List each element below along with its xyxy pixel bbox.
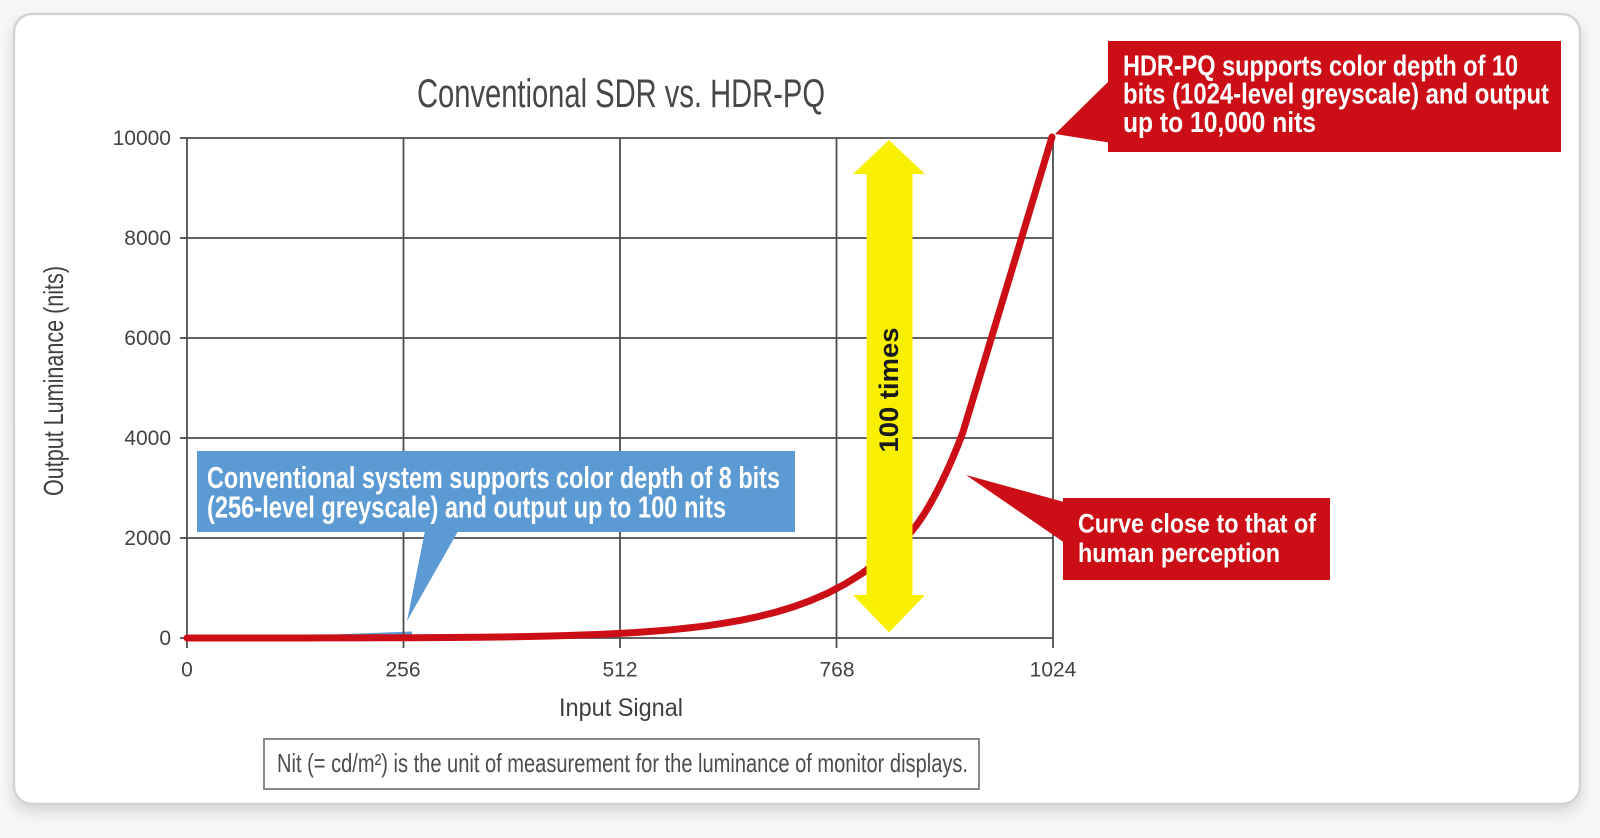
svg-text:Conventional system supports c: Conventional system supports color depth…	[207, 460, 780, 495]
svg-text:768: 768	[819, 659, 854, 682]
svg-text:100 times: 100 times	[874, 328, 904, 453]
svg-text:(256-level greyscale) and outp: (256-level greyscale) and output up to 1…	[207, 490, 726, 525]
svg-text:Conventional SDR vs. HDR-PQ: Conventional SDR vs. HDR-PQ	[417, 72, 825, 116]
svg-text:2000: 2000	[124, 527, 171, 550]
svg-text:up to 10,000 nits: up to 10,000 nits	[1123, 107, 1316, 139]
svg-text:human perception: human perception	[1078, 538, 1280, 568]
svg-text:HDR-PQ supports color depth of: HDR-PQ supports color depth of 10	[1123, 51, 1518, 83]
svg-text:0: 0	[159, 627, 171, 650]
svg-text:Input Signal: Input Signal	[559, 694, 683, 722]
svg-text:Curve close to that of: Curve close to that of	[1078, 509, 1317, 539]
svg-text:256: 256	[385, 659, 420, 682]
svg-text:Output Luminance (nits): Output Luminance (nits)	[38, 266, 69, 496]
svg-text:6000: 6000	[124, 327, 171, 350]
svg-text:0: 0	[181, 659, 193, 682]
svg-text:bits (1024-level greyscale) an: bits (1024-level greyscale) and output	[1123, 79, 1549, 111]
svg-text:1024: 1024	[1030, 659, 1077, 682]
svg-text:10000: 10000	[113, 127, 171, 150]
svg-text:8000: 8000	[124, 227, 171, 250]
svg-text:Nit (= cd/m²) is the unit of m: Nit (= cd/m²) is the unit of measurement…	[277, 748, 968, 778]
svg-text:4000: 4000	[124, 427, 171, 450]
svg-text:512: 512	[602, 659, 637, 682]
